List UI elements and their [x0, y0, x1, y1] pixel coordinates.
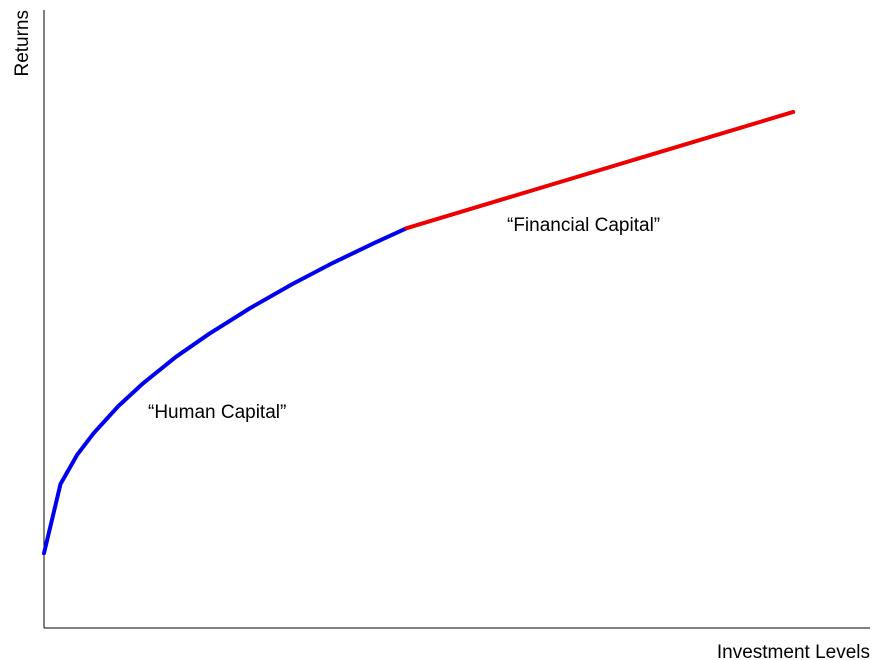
series-label: “Financial Capital”	[507, 215, 660, 236]
y-axis-label: Returns	[12, 10, 33, 77]
series-label: “Human Capital”	[148, 402, 286, 423]
series-line	[42, 226, 409, 556]
x-axis-label: Investment Levels	[717, 642, 870, 660]
series-line	[404, 109, 796, 231]
